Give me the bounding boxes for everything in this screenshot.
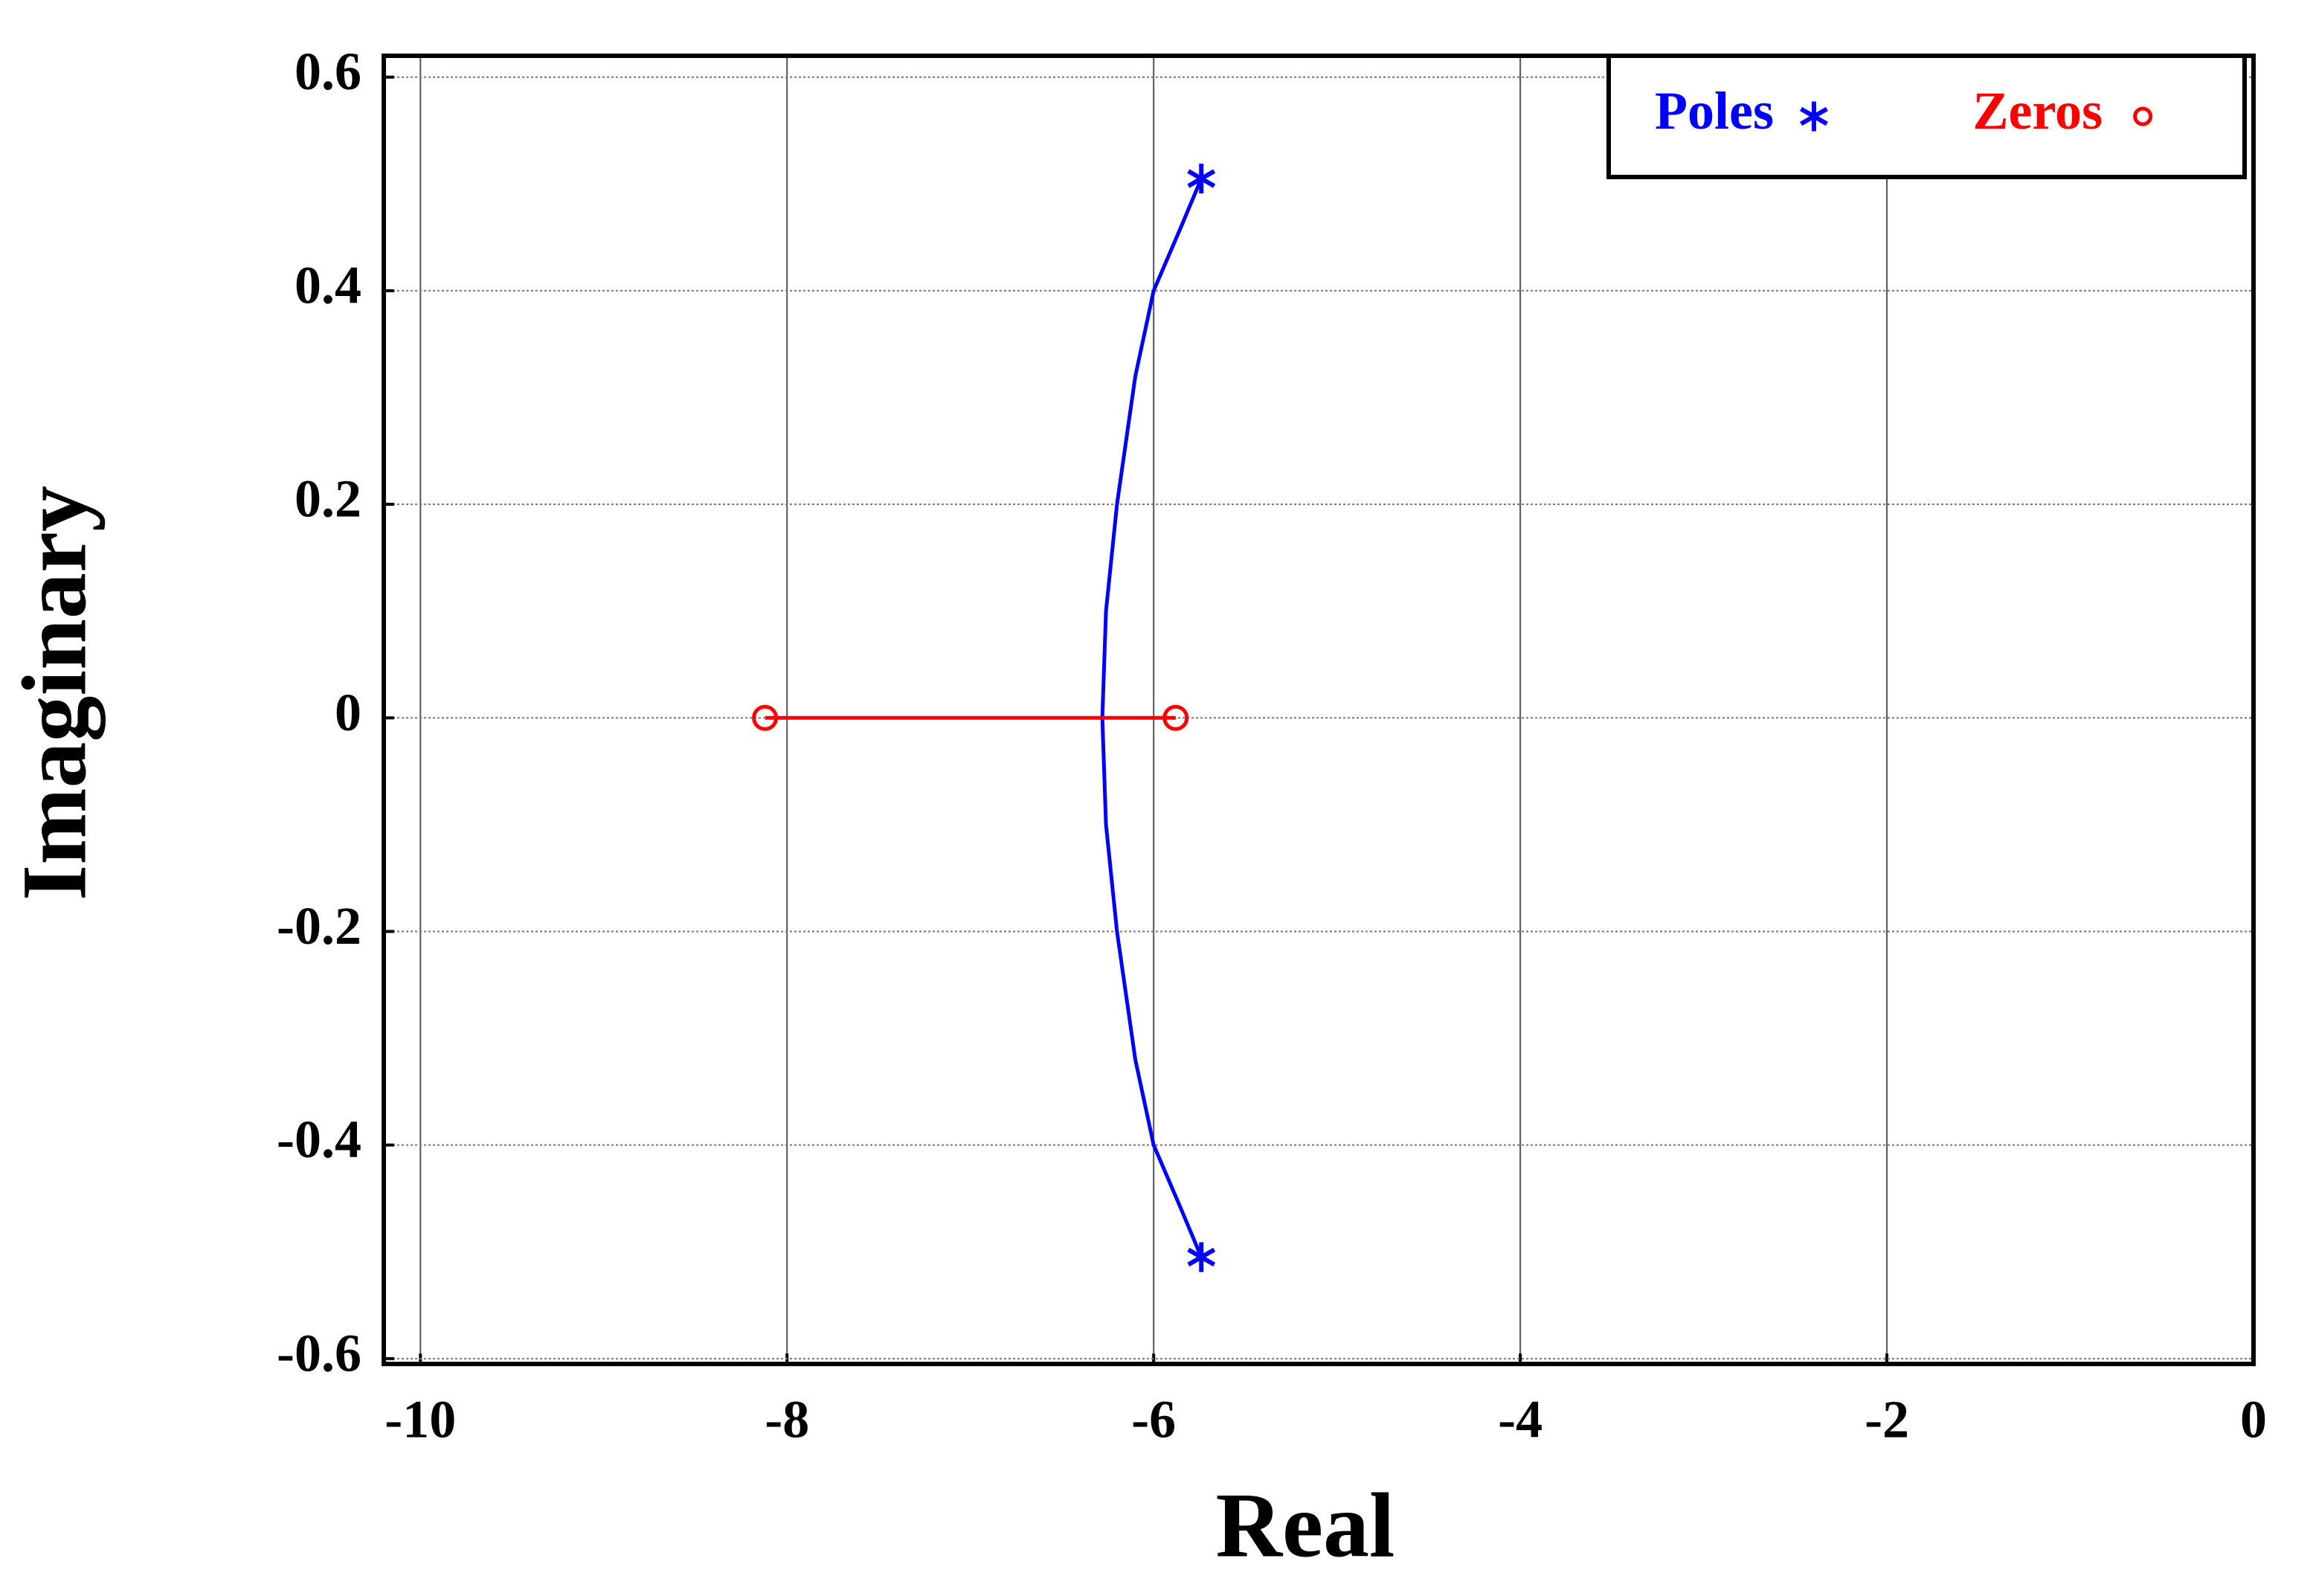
x-axis-label: Real: [1215, 1474, 1394, 1576]
pole-marker: [1187, 164, 1216, 194]
y-tick-label: 0.6: [295, 42, 361, 101]
asterisk-stroke: [1800, 101, 1828, 132]
y-tick-label: 0: [335, 683, 361, 742]
y-tick-label: -0.2: [277, 896, 361, 956]
y-axis-label: Imaginary: [3, 486, 106, 901]
legend-box: [1606, 54, 2247, 179]
x-tick-label: -4: [1498, 1390, 1542, 1449]
zero-marker: [752, 704, 779, 731]
plot-frame: [382, 54, 2256, 1366]
y-tick-label: 0.2: [295, 469, 361, 529]
y-tick-label: 0.4: [295, 255, 361, 315]
y-tick-label: -0.6: [277, 1323, 361, 1383]
x-tick-label: -10: [385, 1390, 456, 1449]
x-tick-label: -8: [765, 1390, 809, 1449]
legend-label: Zeros: [1973, 81, 2103, 141]
legend-marker: [2133, 106, 2153, 126]
legend-label: Poles: [1655, 81, 1774, 141]
zero-marker: [1162, 704, 1189, 731]
locus-line: [1100, 718, 1203, 1258]
locus-line: [1100, 178, 1203, 718]
y-tick-label: -0.4: [277, 1110, 361, 1169]
x-tick-label: 0: [2240, 1390, 2267, 1449]
x-tick-label: -6: [1131, 1390, 1176, 1449]
asterisk-stroke: [1187, 1242, 1216, 1272]
legend-marker: [1800, 101, 1828, 132]
x-tick-label: -2: [1865, 1390, 1909, 1449]
pole-marker: [1187, 1242, 1216, 1272]
asterisk-stroke: [1187, 164, 1216, 194]
